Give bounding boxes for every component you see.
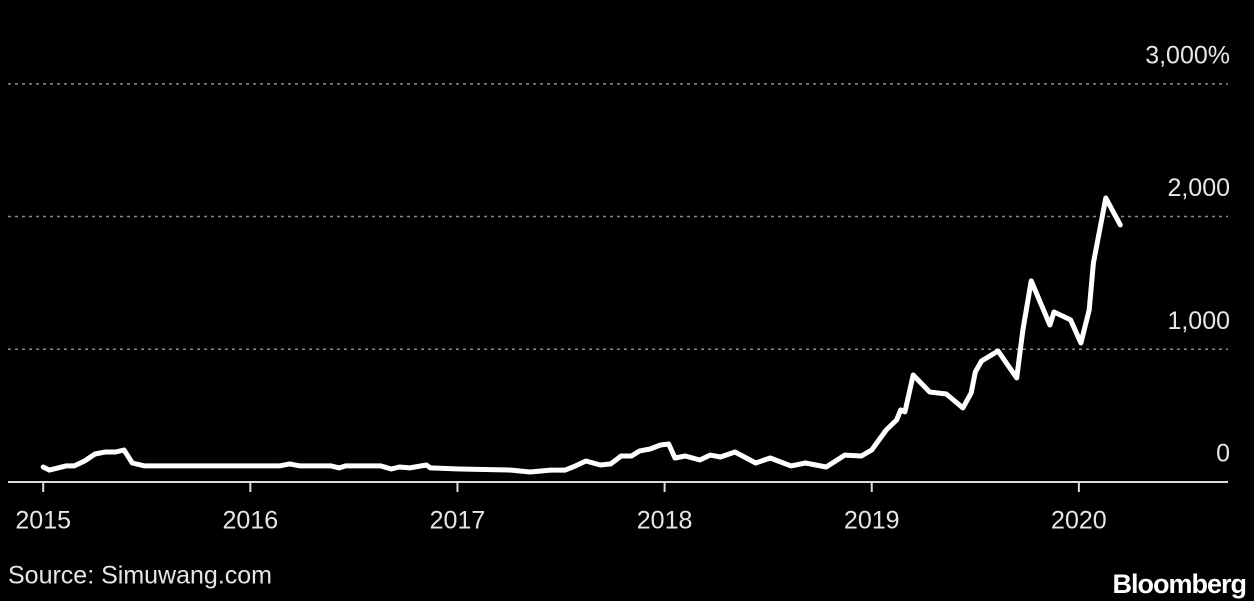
- y-tick-label: 3,000%: [1145, 41, 1230, 69]
- x-tick-label: 2015: [15, 507, 71, 535]
- x-tick-label: 2016: [223, 507, 279, 535]
- source-note: Source: Simuwang.com: [8, 562, 272, 590]
- y-tick-label: 1,000: [1167, 307, 1230, 335]
- y-tick-label: 0: [1216, 440, 1230, 468]
- x-tick-label: 2020: [1051, 507, 1107, 535]
- x-tick-label: 2017: [430, 507, 486, 535]
- y-tick-label: 2,000: [1167, 174, 1230, 202]
- x-tick-label: 2019: [844, 507, 900, 535]
- data-line: [40, 195, 1123, 475]
- brand-logo: Bloomberg: [1112, 569, 1246, 599]
- x-tick-label: 2018: [637, 507, 693, 535]
